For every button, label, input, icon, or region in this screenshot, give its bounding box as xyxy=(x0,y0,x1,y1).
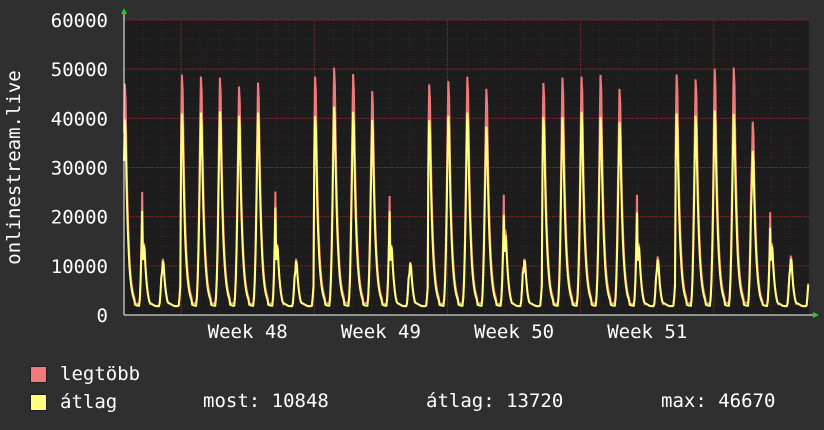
legend-swatch-max xyxy=(30,365,47,383)
x-tick-label: Week 48 xyxy=(208,321,288,343)
legend-item-max: legtöbb xyxy=(30,362,140,386)
y-tick-label: 10000 xyxy=(51,256,108,278)
legend-label-max: legtöbb xyxy=(60,363,141,385)
x-tick-label: Week 51 xyxy=(607,321,687,343)
traffic-chart: 0 10000 20000 30000 40000 50000 60000 Week 48 We… xyxy=(3,8,819,343)
stat-max: max: 46670 xyxy=(661,390,776,412)
stat-atlag: átlag: 13720 xyxy=(426,390,564,412)
y-tick-label: 40000 xyxy=(51,108,108,130)
legend-swatch-avg xyxy=(30,393,47,411)
legend-item-avg: átlag xyxy=(30,390,117,414)
series-line-atlag xyxy=(123,106,810,308)
y-tick-label: 30000 xyxy=(51,158,108,180)
y-tick-label: 50000 xyxy=(51,59,108,81)
x-tick-label: Week 49 xyxy=(341,321,421,343)
y-axis-arrow-icon xyxy=(121,8,127,14)
legend-label-avg: átlag xyxy=(60,391,118,413)
x-axis-arrow-icon xyxy=(813,312,819,318)
y-tick-label: 0 xyxy=(97,305,108,327)
stat-most: most: 10848 xyxy=(203,390,329,412)
y-tick-label: 60000 xyxy=(51,10,108,32)
x-tick-label: Week 50 xyxy=(474,321,554,343)
y-axis-title: onlinestream.live xyxy=(3,70,25,264)
y-tick-label: 20000 xyxy=(51,207,108,229)
